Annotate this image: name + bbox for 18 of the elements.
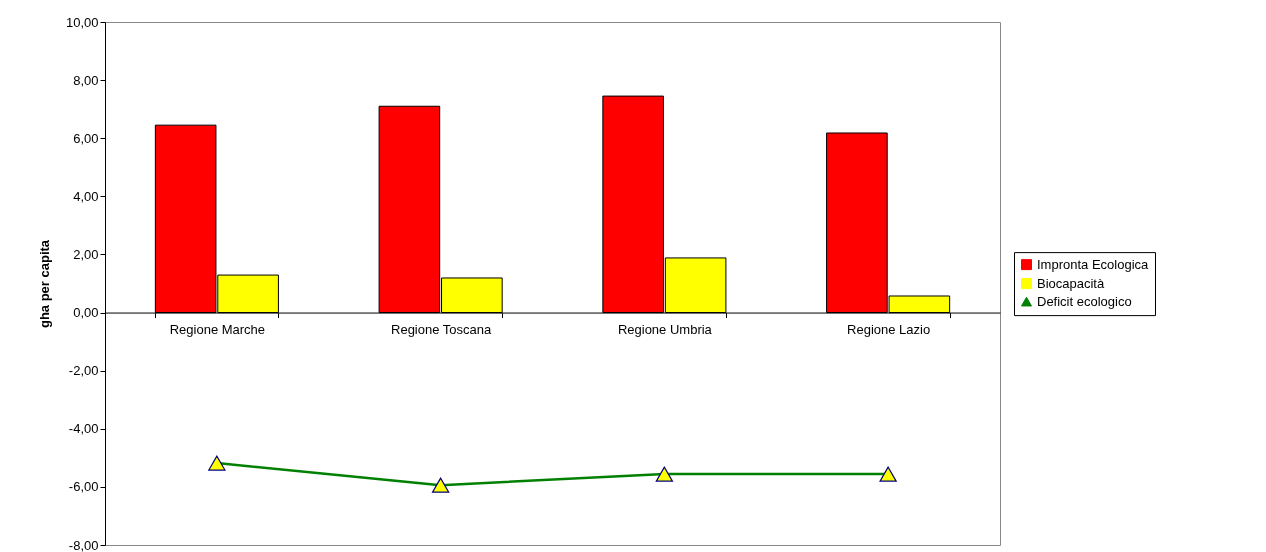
legend-label: Deficit ecologico — [1037, 293, 1132, 309]
x-tick-label: Regione Marche — [169, 322, 266, 338]
x-tick-label: Regione Toscana — [391, 322, 492, 338]
legend-label: Impronta Ecologica — [1037, 256, 1150, 272]
x-tick-label: Regione Lazio — [847, 322, 931, 338]
y-tick-label: 10,00 — [65, 14, 99, 30]
y-tick-label: -8,00 — [68, 537, 99, 552]
y-axis-title: gha per capita — [36, 239, 52, 329]
y-tick-label: 8,00 — [73, 72, 99, 88]
x-tick-label: Regione Umbria — [617, 322, 713, 338]
y-tick-label: -4,00 — [68, 421, 99, 437]
y-tick-label: 4,00 — [73, 188, 99, 204]
y-tick-label: 6,00 — [73, 130, 99, 146]
y-tick-label: 2,00 — [73, 246, 99, 262]
legend-label: Biocapacità — [1037, 275, 1105, 291]
y-tick-label: 0,00 — [73, 305, 99, 321]
y-tick-label: -2,00 — [68, 363, 99, 379]
y-tick-label: -6,00 — [68, 479, 99, 495]
